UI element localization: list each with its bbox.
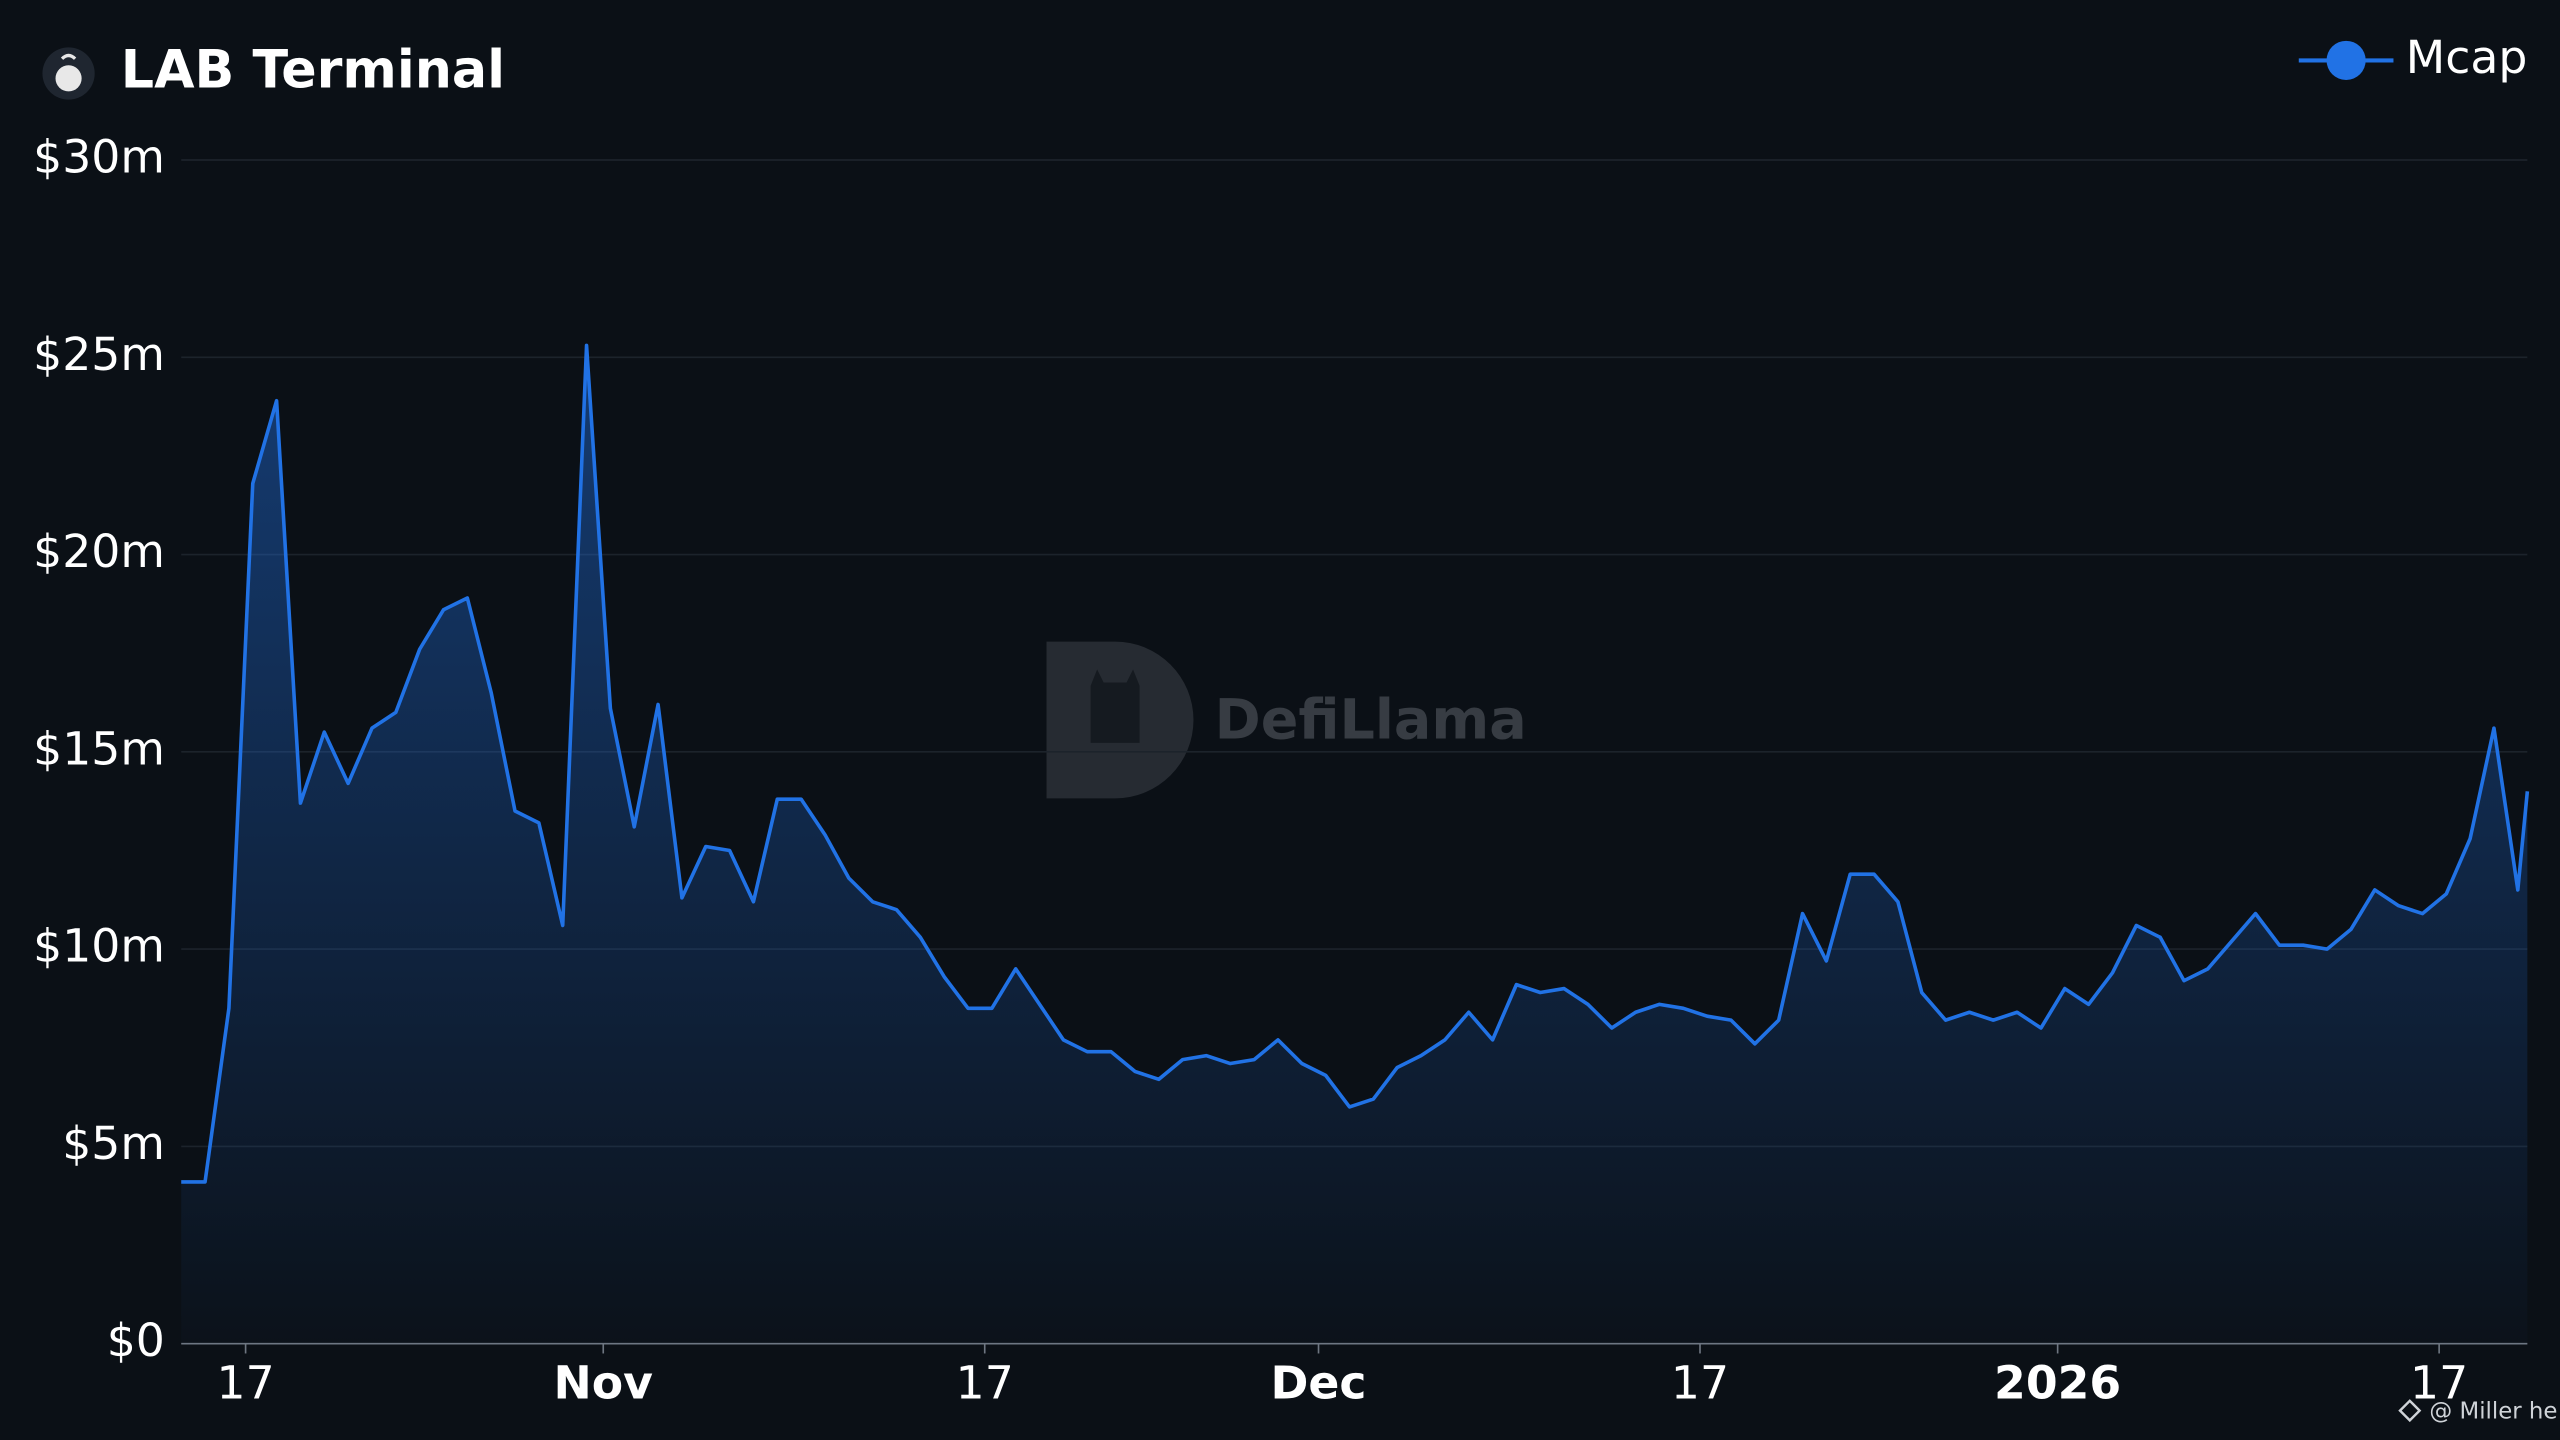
legend-label: Mcap [2406, 31, 2528, 84]
y-tick-label: $5m [62, 1117, 165, 1170]
credit-text: @ Miller he [2429, 1399, 2557, 1425]
chart-title: LAB Terminal [121, 40, 505, 100]
y-tick-label: $20m [33, 525, 165, 578]
y-tick-label: $10m [33, 920, 165, 973]
watermark: DefiLlama [1046, 641, 1527, 799]
watermark-text: DefiLlama [1215, 687, 1527, 752]
y-tick-label: $15m [33, 722, 165, 775]
y-tick-label: $25m [33, 328, 165, 381]
x-tick-label: 17 [2410, 1357, 2468, 1410]
x-tick-label: 17 [956, 1357, 1014, 1410]
x-tick-label: 2026 [1994, 1357, 2121, 1410]
y-tick-label: $0 [107, 1314, 165, 1367]
line [181, 343, 2530, 1184]
credit: @ Miller he [2398, 1399, 2557, 1425]
x-tick-label: Nov [554, 1357, 654, 1410]
x-tick-label: Dec [1271, 1357, 1367, 1410]
x-tick-label: 17 [1671, 1357, 1729, 1410]
token-icon [42, 47, 95, 100]
area [181, 345, 2528, 1344]
legend-marker [2326, 40, 2366, 80]
y-tick-label: $30m [33, 130, 165, 183]
x-tick-label: 17 [217, 1357, 275, 1410]
